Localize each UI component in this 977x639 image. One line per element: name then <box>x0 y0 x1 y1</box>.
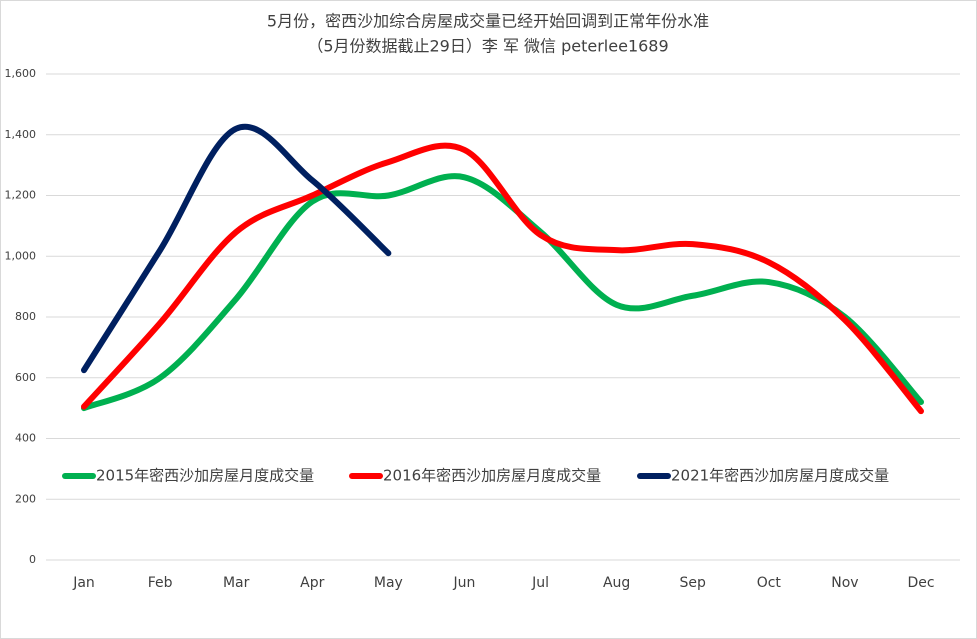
x-tick-label: Oct <box>757 575 782 591</box>
x-tick-label: Mar <box>223 575 250 591</box>
legend-label: 2016年密西沙加房屋月度成交量 <box>383 467 601 485</box>
x-tick-label: Nov <box>831 575 858 591</box>
y-tick-label: 1,000 <box>5 249 37 262</box>
y-tick-label: 400 <box>15 432 36 445</box>
x-tick-label: Aug <box>603 575 630 591</box>
x-tick-label: May <box>374 575 403 591</box>
y-tick-label: 1,600 <box>5 67 37 80</box>
y-tick-label: 0 <box>29 553 36 566</box>
y-tick-label: 1,200 <box>5 189 37 202</box>
series-line <box>81 173 924 412</box>
chart-subtitle: （5月份数据截止29日）李 军 微信 peterlee1689 <box>307 37 668 56</box>
y-tick-label: 600 <box>15 371 36 384</box>
legend-label: 2015年密西沙加房屋月度成交量 <box>96 467 314 485</box>
chart-title: 5月份，密西沙加综合房屋成交量已经开始回调到正常年份水准 <box>267 12 709 31</box>
legend-label: 2021年密西沙加房屋月度成交量 <box>671 467 889 485</box>
x-tick-label: Jan <box>72 575 95 591</box>
series-line <box>81 123 392 374</box>
x-tick-label: Jul <box>531 575 549 591</box>
x-tick-label: Feb <box>148 575 173 591</box>
x-tick-label: Apr <box>300 575 324 591</box>
x-tick-label: Jun <box>453 575 476 591</box>
y-tick-label: 1,400 <box>5 128 37 141</box>
series-line <box>81 142 924 415</box>
x-tick-label: Dec <box>907 575 934 591</box>
y-tick-label: 800 <box>15 310 36 323</box>
y-tick-label: 200 <box>15 492 36 505</box>
x-tick-label: Sep <box>680 575 707 591</box>
